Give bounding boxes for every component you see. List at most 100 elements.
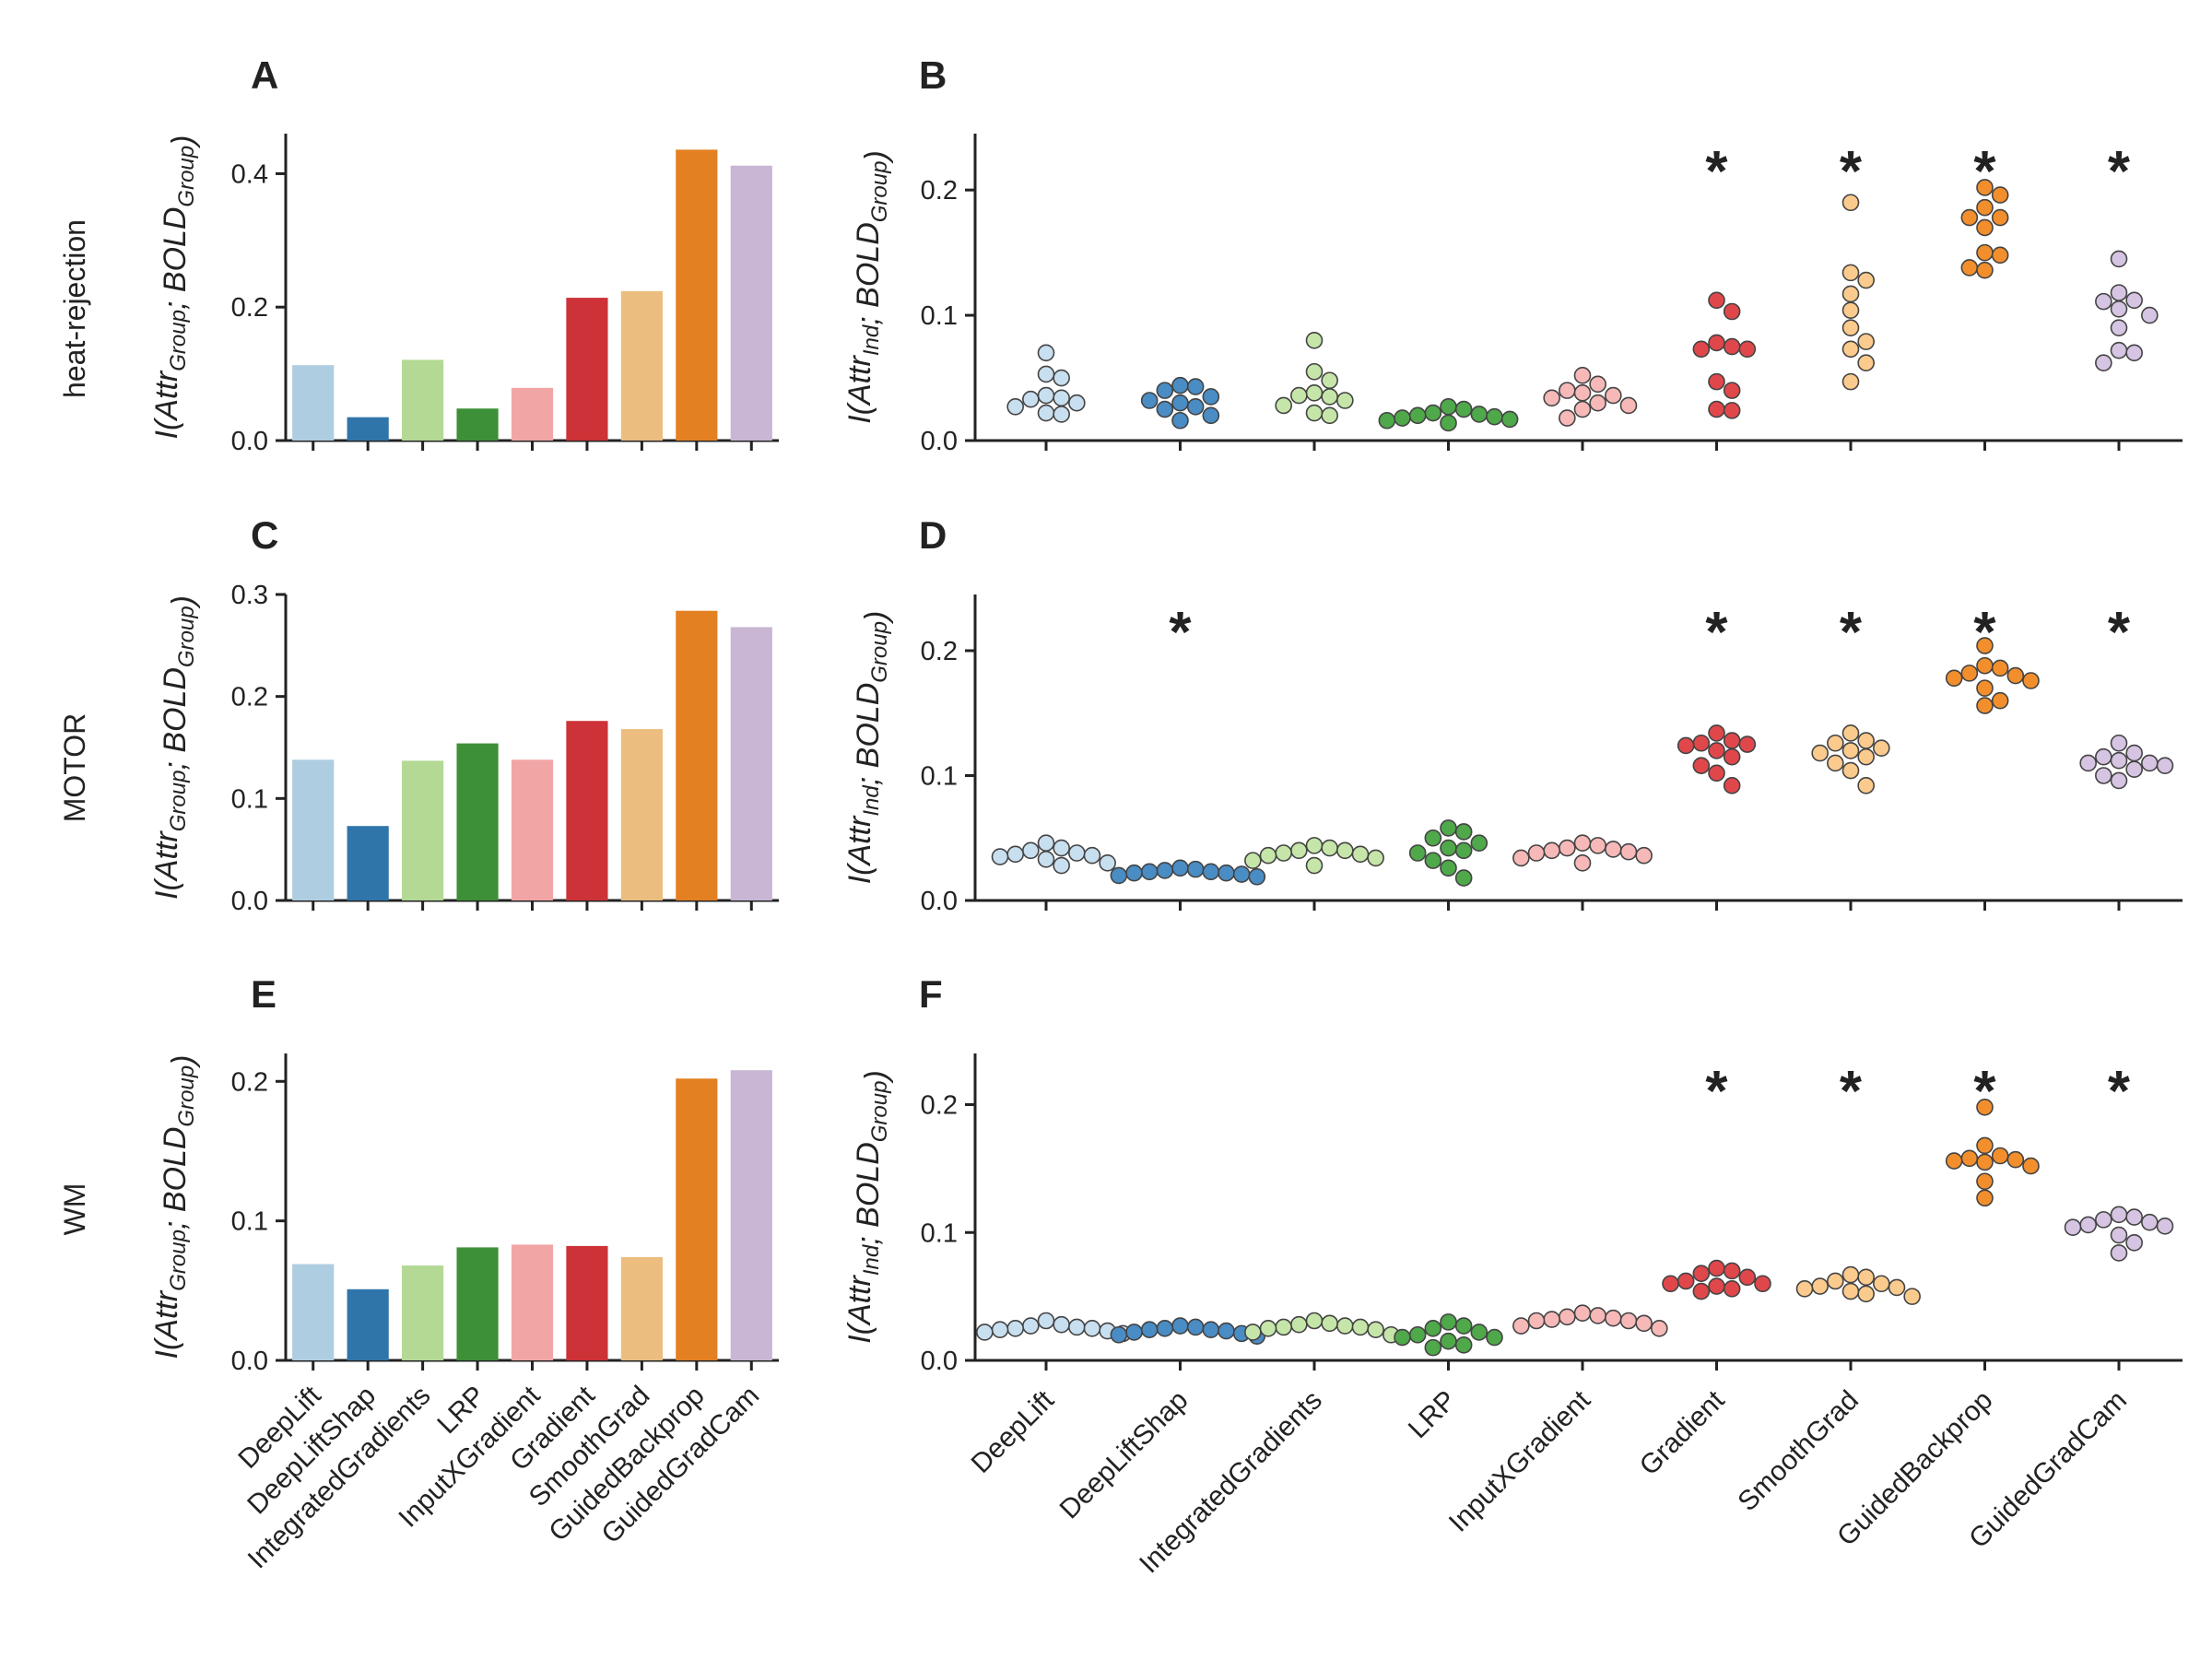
- point-lrp: [1424, 404, 1442, 422]
- point-guided-backprop: [2022, 672, 2040, 689]
- point-integrated-gradients: [1305, 362, 1324, 381]
- point-gradient: [1692, 734, 1711, 752]
- point-integrated-gradients: [1244, 852, 1262, 869]
- y-tick-label: 0.0: [921, 427, 958, 456]
- point-deep-lift: [991, 1321, 1009, 1338]
- point-guided-backprop: [1945, 669, 1963, 688]
- point-deep-lift: [1083, 1320, 1101, 1337]
- point-deep-lift-shap: [1171, 376, 1189, 394]
- point-integrated-gradients: [1259, 1320, 1277, 1337]
- x-tick-label-deep-lift-shap: DeepLiftShap: [1054, 1385, 1194, 1525]
- point-smooth-grad: [1841, 194, 1860, 212]
- point-input-xgradient: [1543, 841, 1560, 860]
- point-integrated-gradients: [1367, 849, 1384, 867]
- point-guided-backprop: [1960, 665, 1979, 682]
- point-gradient: [1723, 402, 1741, 419]
- point-gradient: [1662, 1275, 1679, 1293]
- y-axis-label: I(AttrInd; BOLDGroup): [842, 1070, 894, 1344]
- y-tick-label: 0.2: [921, 176, 958, 206]
- point-gradient: [1723, 777, 1741, 794]
- point-deep-lift-shap: [1218, 864, 1235, 882]
- point-guided-backprop: [1976, 1153, 1994, 1171]
- panel-e-bar-chart: 0.00.10.2DeepLiftDeepLiftShapIntegratedG…: [149, 1053, 779, 1574]
- point-guided-grad-cam: [2110, 300, 2128, 318]
- y-tick-label: 0.2: [921, 637, 958, 666]
- bar-deep-lift-shap: [347, 1288, 389, 1360]
- point-deep-lift-shap: [1171, 1317, 1189, 1335]
- point-guided-backprop: [1976, 637, 1994, 654]
- point-guided-backprop: [1976, 261, 1994, 279]
- point-integrated-gradients: [1305, 331, 1324, 349]
- point-gradient: [1723, 1280, 1741, 1298]
- point-integrated-gradients: [1305, 384, 1324, 402]
- bar-input-xgradient: [511, 759, 554, 900]
- point-input-xgradient: [1559, 1308, 1576, 1326]
- point-deep-lift: [1037, 365, 1055, 383]
- bar-gradient: [566, 298, 608, 441]
- point-deep-lift: [976, 1324, 994, 1341]
- point-gradient: [1708, 1259, 1725, 1277]
- y-tick-label: 0.1: [921, 301, 958, 331]
- point-deep-lift: [1022, 390, 1040, 408]
- point-gradient: [1708, 724, 1725, 742]
- point-gradient: [1708, 291, 1725, 310]
- bar-lrp: [456, 408, 499, 441]
- point-lrp: [1454, 869, 1473, 887]
- point-deep-lift-shap: [1202, 388, 1220, 406]
- panel-letter-f: F: [919, 972, 943, 1016]
- point-input-xgradient: [1573, 384, 1592, 402]
- panel-d-swarm-chart: 0.0 0.1 0.2 * * * * * I(AttrInd; BOLDGroup): [842, 594, 2183, 916]
- x-tick-label-smooth-grad: SmoothGrad: [1732, 1385, 1865, 1518]
- point-lrp: [1454, 841, 1473, 860]
- point-smooth-grad: [1811, 744, 1829, 762]
- point-input-xgradient: [1512, 1317, 1530, 1335]
- point-deep-lift-shap: [1218, 1322, 1235, 1340]
- point-guided-backprop: [1976, 1136, 1994, 1155]
- point-input-xgradient: [1543, 1311, 1560, 1328]
- point-guided-backprop: [1960, 1149, 1979, 1168]
- significance-star: *: [1840, 1060, 1863, 1124]
- point-guided-grad-cam: [2110, 771, 2128, 790]
- point-deep-lift: [1006, 1320, 1024, 1337]
- bar-guided-grad-cam: [730, 1070, 772, 1360]
- point-guided-backprop: [2022, 1157, 2040, 1175]
- point-integrated-gradients: [1351, 845, 1370, 864]
- significance-star: *: [1973, 140, 1996, 204]
- y-tick-label: 0.0: [921, 887, 958, 916]
- point-smooth-grad: [1841, 1282, 1860, 1300]
- point-deep-lift-shap: [1171, 394, 1189, 412]
- significance-star: *: [1973, 601, 1996, 665]
- point-smooth-grad: [1873, 739, 1890, 757]
- point-smooth-grad: [1841, 761, 1860, 780]
- point-input-xgradient: [1619, 396, 1638, 415]
- bar-gradient: [566, 1245, 608, 1360]
- point-smooth-grad: [1888, 1278, 1906, 1297]
- point-smooth-grad: [1841, 1265, 1860, 1284]
- significance-star: *: [1973, 1060, 1996, 1124]
- point-deep-lift: [1053, 1315, 1070, 1334]
- point-guided-grad-cam: [2095, 292, 2112, 311]
- point-gradient: [1723, 382, 1741, 399]
- point-guided-grad-cam: [2110, 319, 2128, 336]
- point-deep-lift: [1053, 369, 1070, 387]
- point-input-xgradient: [1605, 386, 1622, 405]
- point-gradient: [1754, 1275, 1771, 1293]
- panel-letter-c: C: [251, 513, 278, 557]
- point-lrp: [1470, 834, 1488, 852]
- point-lrp: [1454, 823, 1473, 841]
- point-deep-lift: [1053, 389, 1070, 407]
- point-smooth-grad: [1903, 1288, 1921, 1305]
- point-lrp: [1440, 859, 1457, 877]
- y-axis-label: I(AttrInd; BOLDGroup): [842, 611, 894, 885]
- point-deep-lift-shap: [1140, 392, 1159, 409]
- panel-a-bar-chart: 0.0 0.2 0.4 I(AttrGroup; BOLDGroup): [149, 134, 779, 456]
- point-deep-lift: [1037, 834, 1055, 852]
- point-guided-grad-cam: [2125, 291, 2143, 310]
- point-guided-backprop: [1991, 246, 2009, 265]
- point-integrated-gradients: [1336, 1317, 1354, 1335]
- x-tick-label-input-xgradient: InputXGradient: [1443, 1384, 1596, 1537]
- bar-guided-grad-cam: [730, 627, 772, 900]
- point-integrated-gradients: [1321, 388, 1338, 406]
- point-guided-grad-cam: [2125, 1208, 2143, 1226]
- point-lrp: [1394, 1328, 1411, 1347]
